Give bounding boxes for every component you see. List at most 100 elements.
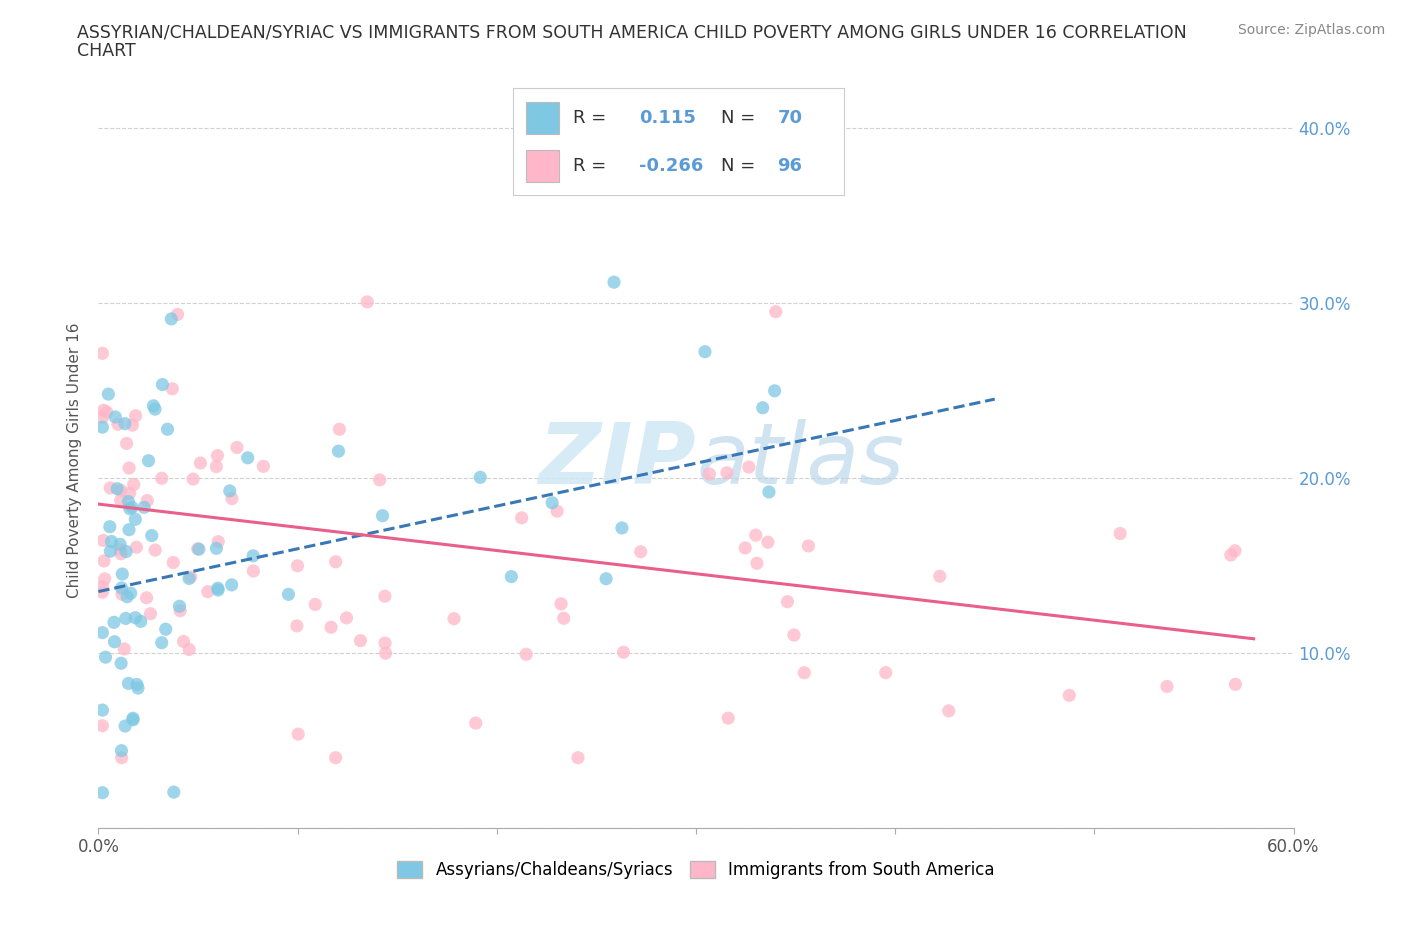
Point: [108, 542, 131, 557]
Point: [166, 307, 188, 322]
Point: [97, 387, 120, 402]
Point: [550, 596, 572, 611]
Point: [765, 304, 787, 319]
Point: [121, 418, 143, 432]
Point: [368, 472, 391, 487]
Point: [91, 625, 114, 640]
Point: [515, 647, 537, 662]
Point: [103, 615, 125, 630]
Point: [110, 656, 132, 671]
Point: [443, 611, 465, 626]
Point: [114, 611, 136, 626]
Point: [91, 703, 114, 718]
Text: N =: N =: [721, 157, 755, 176]
Point: [136, 493, 159, 508]
Point: [207, 448, 229, 463]
Point: [169, 604, 191, 618]
Point: [118, 523, 141, 538]
Point: [104, 409, 127, 424]
Point: [190, 456, 212, 471]
Text: R =: R =: [572, 157, 606, 176]
Point: [242, 549, 264, 564]
Point: [187, 541, 209, 556]
Point: [745, 556, 768, 571]
Point: [156, 422, 179, 437]
Text: ZIP: ZIP: [538, 418, 696, 502]
Point: [103, 634, 125, 649]
Point: [221, 491, 243, 506]
Point: [117, 676, 139, 691]
Point: [134, 499, 156, 514]
Point: [98, 519, 121, 534]
FancyBboxPatch shape: [526, 102, 560, 134]
Point: [751, 400, 773, 415]
Point: [218, 484, 240, 498]
Point: [567, 751, 589, 765]
Text: 70: 70: [778, 110, 803, 127]
Point: [152, 378, 174, 392]
Point: [114, 719, 136, 734]
Point: [100, 544, 122, 559]
Point: [553, 611, 575, 626]
Point: [124, 610, 146, 625]
Point: [776, 594, 799, 609]
Text: -0.266: -0.266: [638, 157, 703, 176]
Point: [155, 622, 177, 637]
Point: [124, 512, 146, 526]
Point: [325, 554, 347, 569]
Point: [91, 718, 114, 733]
Point: [169, 599, 191, 614]
Point: [108, 537, 131, 551]
Point: [734, 540, 756, 555]
Point: [120, 586, 142, 601]
Point: [143, 543, 166, 558]
Point: [335, 610, 357, 625]
Text: Source: ZipAtlas.com: Source: ZipAtlas.com: [1237, 23, 1385, 37]
Point: [797, 538, 820, 553]
Point: [111, 751, 134, 765]
Point: [745, 527, 768, 542]
Point: [111, 566, 134, 581]
Point: [1156, 679, 1178, 694]
Point: [221, 578, 243, 592]
Point: [96, 405, 118, 419]
Point: [124, 408, 146, 423]
Point: [139, 606, 162, 621]
Point: [122, 712, 145, 727]
Point: [105, 481, 128, 496]
Point: [115, 544, 138, 559]
Point: [612, 644, 634, 659]
Point: [125, 539, 148, 554]
Point: [162, 555, 184, 570]
Point: [1223, 543, 1246, 558]
Point: [716, 465, 738, 480]
Point: [1059, 688, 1081, 703]
Point: [207, 582, 229, 597]
Point: [464, 715, 486, 730]
Point: [325, 751, 347, 765]
Point: [143, 402, 166, 417]
Point: [205, 459, 228, 474]
Point: [783, 628, 806, 643]
Point: [135, 591, 157, 605]
Point: [470, 470, 492, 485]
Point: [277, 587, 299, 602]
Text: atlas: atlas: [696, 418, 904, 502]
Point: [630, 544, 652, 559]
Point: [319, 619, 342, 634]
Point: [374, 635, 396, 650]
Point: [111, 587, 134, 602]
Point: [127, 681, 149, 696]
Text: 96: 96: [778, 157, 803, 176]
Point: [114, 417, 136, 432]
Point: [374, 645, 396, 660]
Point: [110, 580, 132, 595]
Point: [129, 614, 152, 629]
Point: [610, 521, 633, 536]
Point: [91, 585, 114, 600]
Point: [693, 344, 716, 359]
Point: [93, 403, 115, 418]
Text: N =: N =: [721, 110, 755, 127]
Point: [928, 569, 950, 584]
Point: [141, 528, 163, 543]
